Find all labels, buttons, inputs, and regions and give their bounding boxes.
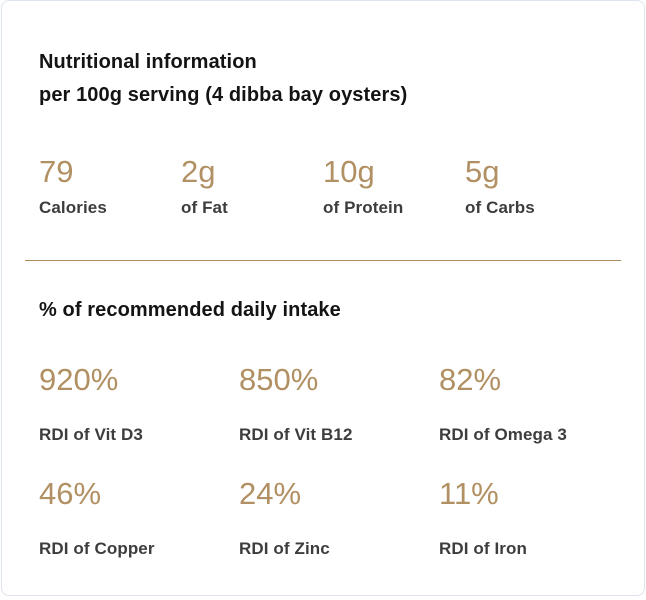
stat-fat: 2g of Fat: [181, 153, 323, 219]
stat-zinc-label: RDI of Zinc: [239, 539, 330, 558]
stat-protein-label: of Protein: [323, 198, 404, 217]
stat-omega-3-value: 82%: [439, 362, 502, 397]
stat-omega-3-label: RDI of Omega 3: [439, 425, 567, 444]
stat-copper-label: RDI of Copper: [39, 539, 155, 558]
card-title: Nutritional information per 100g serving…: [2, 46, 644, 112]
card-title-line1: Nutritional information: [39, 51, 257, 73]
stat-iron-label: RDI of Iron: [439, 539, 527, 558]
stat-iron-value: 11%: [439, 476, 499, 511]
rdi-section-title: % of recommended daily intake: [39, 299, 341, 321]
stat-zinc: 24% RDI of Zinc: [239, 472, 439, 560]
stat-omega-3: 82% RDI of Omega 3: [439, 358, 639, 446]
stat-carbs-label: of Carbs: [465, 198, 535, 217]
stat-protein: 10g of Protein: [323, 153, 465, 219]
rdi-stats-grid: 920% RDI of Vit D3 850% RDI of Vit B12 8…: [2, 358, 644, 560]
stat-calories: 79 Calories: [39, 153, 181, 219]
stat-fat-label: of Fat: [181, 198, 228, 217]
card-title-line2: per 100g serving (4 dibba bay oysters): [39, 84, 408, 106]
stat-carbs: 5g of Carbs: [465, 153, 607, 219]
stat-copper-value: 46%: [39, 476, 102, 511]
stat-iron: 11% RDI of Iron: [439, 472, 639, 560]
stat-vit-d3: 920% RDI of Vit D3: [39, 358, 239, 446]
stat-calories-value: 79: [39, 154, 74, 189]
stat-fat-value: 2g: [181, 154, 216, 189]
stat-carbs-value: 5g: [465, 154, 500, 189]
section-divider: [25, 260, 621, 261]
stat-vit-b12-value: 850%: [239, 362, 319, 397]
stat-zinc-value: 24%: [239, 476, 302, 511]
stat-protein-value: 10g: [323, 154, 375, 189]
stat-vit-b12: 850% RDI of Vit B12: [239, 358, 439, 446]
nutrition-stats-row: 79 Calories 2g of Fat 10g of Protein 5g …: [2, 153, 644, 219]
stat-copper: 46% RDI of Copper: [39, 472, 239, 560]
stat-vit-d3-label: RDI of Vit D3: [39, 425, 143, 444]
stat-calories-label: Calories: [39, 198, 107, 217]
stat-vit-b12-label: RDI of Vit B12: [239, 425, 353, 444]
stat-vit-d3-value: 920%: [39, 362, 119, 397]
